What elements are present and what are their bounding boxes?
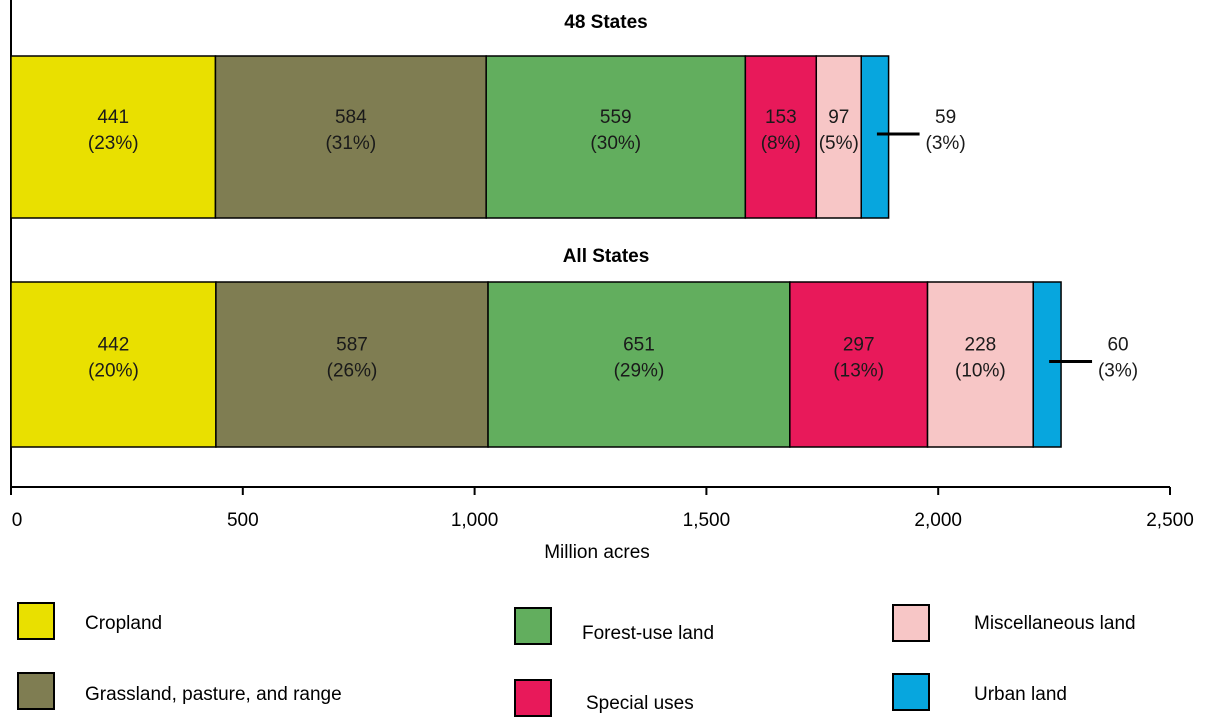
legend-swatch-urban	[892, 673, 930, 711]
x-axis-label: Million acres	[544, 542, 650, 563]
bar-value-label: 297	[843, 335, 875, 356]
bar-segment-misc	[926, 281, 1034, 448]
x-tick-label: 2,500	[1146, 510, 1194, 531]
bar-percent-label: (26%)	[327, 361, 378, 382]
bar-segment-grassland	[214, 55, 487, 219]
bar-value-label: 60	[1107, 335, 1128, 356]
bar-value-label: 442	[98, 335, 130, 356]
legend-swatch-cropland	[17, 602, 55, 640]
legend-swatch-grassland	[17, 672, 55, 710]
bar-percent-label: (30%)	[590, 133, 641, 154]
bar-segment-urban	[860, 55, 890, 219]
bar-group-title: All States	[563, 246, 650, 267]
bar-percent-label: (3%)	[1098, 361, 1138, 382]
bar-value-label: 441	[97, 107, 129, 128]
bar-segment-forest	[487, 281, 791, 448]
bar-percent-label: (23%)	[88, 133, 139, 154]
bar-percent-label: (31%)	[325, 133, 376, 154]
legend-swatch-forest	[514, 607, 552, 645]
x-tick-label: 500	[227, 510, 259, 531]
x-tick-label: 2,000	[914, 510, 962, 531]
bar-percent-label: (13%)	[833, 361, 884, 382]
bar-segment-urban	[1032, 281, 1062, 448]
bar-value-label: 651	[623, 335, 655, 356]
x-tick-label: 1,500	[683, 510, 731, 531]
bar-percent-label: (3%)	[926, 133, 966, 154]
bar-value-label: 153	[765, 107, 797, 128]
bar-segment-special	[789, 281, 929, 448]
legend-swatch-misc	[892, 604, 930, 642]
bar-segment-grassland	[215, 281, 489, 448]
bar-value-label: 584	[335, 107, 367, 128]
bar-value-label: 587	[336, 335, 368, 356]
bar-value-label: 59	[935, 107, 956, 128]
legend-label-special: Special uses	[586, 693, 694, 714]
bar-segment-cropland	[10, 55, 217, 219]
bar-percent-label: (10%)	[955, 361, 1006, 382]
bar-value-label: 559	[600, 107, 632, 128]
legend-label-forest: Forest-use land	[582, 623, 714, 644]
bar-percent-label: (29%)	[614, 361, 665, 382]
bar-value-label: 228	[965, 335, 997, 356]
bar-percent-label: (8%)	[761, 133, 801, 154]
legend-label-urban: Urban land	[974, 684, 1067, 705]
legend-label-grassland: Grassland, pasture, and range	[85, 684, 342, 705]
bar-group-title: 48 States	[564, 12, 647, 33]
bar-percent-label: (20%)	[88, 361, 139, 382]
legend-label-misc: Miscellaneous land	[974, 613, 1136, 634]
bar-percent-label: (5%)	[819, 133, 859, 154]
bar-value-label: 97	[828, 107, 849, 128]
x-tick-label: 1,000	[451, 510, 499, 531]
bar-segment-forest	[485, 55, 747, 219]
legend-label-cropland: Cropland	[85, 613, 162, 634]
x-tick-label: 0	[12, 510, 23, 531]
legend-swatch-special	[514, 679, 552, 717]
bar-segment-cropland	[10, 281, 217, 448]
